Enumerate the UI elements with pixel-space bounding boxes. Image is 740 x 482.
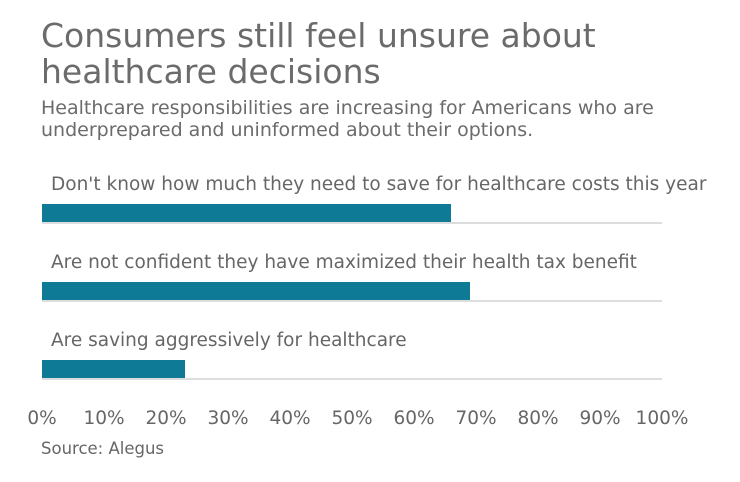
x-tick-label: 70%	[455, 408, 497, 429]
category-label: Are saving aggressively for healthcare	[51, 330, 407, 351]
x-tick-label: 80%	[517, 408, 559, 429]
x-tick-label: 0%	[27, 408, 57, 429]
category-label: Don't know how much they need to save fo…	[51, 174, 707, 195]
bar-baseline	[42, 300, 662, 302]
bar	[42, 282, 470, 300]
x-tick-label: 60%	[393, 408, 435, 429]
bar-baseline	[42, 378, 662, 380]
bar-baseline	[42, 222, 662, 224]
x-tick-label: 50%	[331, 408, 373, 429]
bar	[42, 360, 185, 378]
x-tick-label: 40%	[269, 408, 311, 429]
x-tick-label: 10%	[83, 408, 125, 429]
chart-subtitle: Healthcare responsibilities are increasi…	[41, 97, 654, 141]
x-tick-label: 100%	[635, 408, 689, 429]
x-tick-label: 20%	[145, 408, 187, 429]
category-label: Are not confident they have maximized th…	[51, 252, 637, 273]
chart-title: Consumers still feel unsure about health…	[41, 16, 596, 91]
x-tick-label: 90%	[579, 408, 621, 429]
source-note: Source: Alegus	[41, 439, 165, 458]
x-tick-label: 30%	[207, 408, 249, 429]
bar	[42, 204, 452, 222]
